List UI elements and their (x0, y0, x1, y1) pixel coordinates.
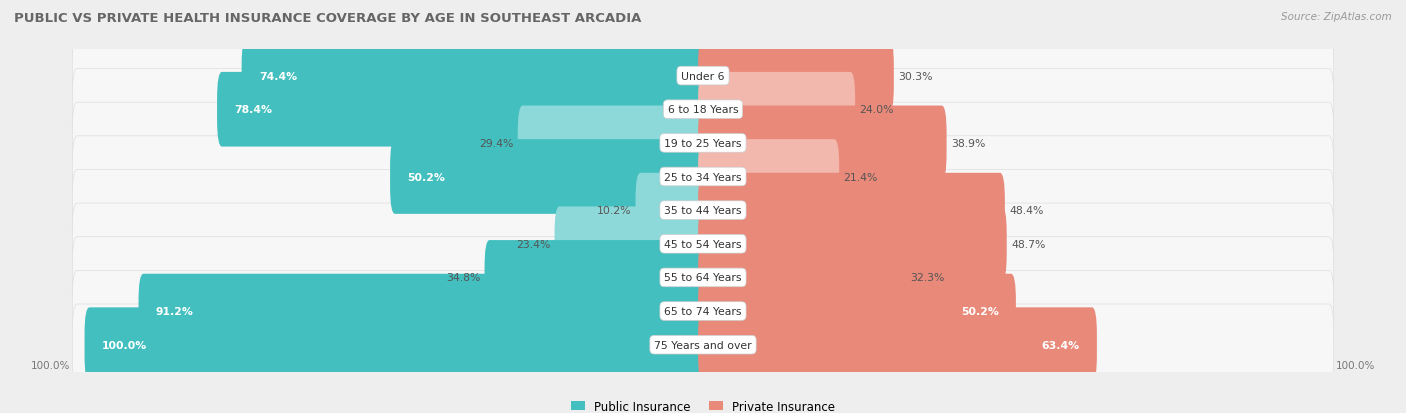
FancyBboxPatch shape (636, 173, 707, 248)
FancyBboxPatch shape (72, 69, 1334, 151)
Text: 74.4%: 74.4% (259, 71, 297, 81)
FancyBboxPatch shape (485, 240, 707, 315)
FancyBboxPatch shape (699, 39, 894, 114)
FancyBboxPatch shape (554, 207, 707, 281)
Text: 50.2%: 50.2% (960, 306, 998, 316)
FancyBboxPatch shape (139, 274, 707, 349)
FancyBboxPatch shape (72, 170, 1334, 251)
FancyBboxPatch shape (72, 304, 1334, 385)
Text: 91.2%: 91.2% (156, 306, 194, 316)
Text: 48.7%: 48.7% (1011, 239, 1046, 249)
Text: 100.0%: 100.0% (101, 340, 148, 350)
Text: 78.4%: 78.4% (235, 105, 273, 115)
Text: 65 to 74 Years: 65 to 74 Years (664, 306, 742, 316)
Text: 63.4%: 63.4% (1042, 340, 1080, 350)
FancyBboxPatch shape (699, 73, 855, 147)
Text: 23.4%: 23.4% (516, 239, 550, 249)
Text: 29.4%: 29.4% (479, 138, 513, 149)
FancyBboxPatch shape (699, 140, 839, 214)
FancyBboxPatch shape (72, 103, 1334, 184)
Text: 25 to 34 Years: 25 to 34 Years (664, 172, 742, 182)
FancyBboxPatch shape (84, 308, 707, 382)
FancyBboxPatch shape (242, 39, 707, 114)
FancyBboxPatch shape (699, 240, 905, 315)
FancyBboxPatch shape (699, 308, 1097, 382)
Text: 45 to 54 Years: 45 to 54 Years (664, 239, 742, 249)
Text: 24.0%: 24.0% (859, 105, 894, 115)
Text: Under 6: Under 6 (682, 71, 724, 81)
FancyBboxPatch shape (517, 106, 707, 181)
FancyBboxPatch shape (72, 136, 1334, 218)
Text: 55 to 64 Years: 55 to 64 Years (664, 273, 742, 283)
Text: PUBLIC VS PRIVATE HEALTH INSURANCE COVERAGE BY AGE IN SOUTHEAST ARCADIA: PUBLIC VS PRIVATE HEALTH INSURANCE COVER… (14, 12, 641, 25)
Text: 19 to 25 Years: 19 to 25 Years (664, 138, 742, 149)
FancyBboxPatch shape (389, 140, 707, 214)
Text: 6 to 18 Years: 6 to 18 Years (668, 105, 738, 115)
Text: Source: ZipAtlas.com: Source: ZipAtlas.com (1281, 12, 1392, 22)
Legend: Public Insurance, Private Insurance: Public Insurance, Private Insurance (567, 395, 839, 413)
Text: 48.4%: 48.4% (1010, 206, 1043, 216)
Text: 100.0%: 100.0% (31, 360, 70, 370)
Text: 50.2%: 50.2% (408, 172, 446, 182)
FancyBboxPatch shape (699, 207, 1007, 281)
FancyBboxPatch shape (72, 36, 1334, 117)
FancyBboxPatch shape (72, 237, 1334, 318)
FancyBboxPatch shape (699, 173, 1005, 248)
FancyBboxPatch shape (72, 204, 1334, 285)
Text: 34.8%: 34.8% (446, 273, 481, 283)
Text: 10.2%: 10.2% (596, 206, 631, 216)
Text: 38.9%: 38.9% (950, 138, 986, 149)
Text: 32.3%: 32.3% (910, 273, 945, 283)
FancyBboxPatch shape (699, 106, 946, 181)
FancyBboxPatch shape (72, 271, 1334, 352)
Text: 35 to 44 Years: 35 to 44 Years (664, 206, 742, 216)
Text: 75 Years and over: 75 Years and over (654, 340, 752, 350)
Text: 21.4%: 21.4% (844, 172, 877, 182)
Text: 100.0%: 100.0% (1336, 360, 1375, 370)
Text: 30.3%: 30.3% (898, 71, 932, 81)
FancyBboxPatch shape (699, 274, 1017, 349)
FancyBboxPatch shape (217, 73, 707, 147)
